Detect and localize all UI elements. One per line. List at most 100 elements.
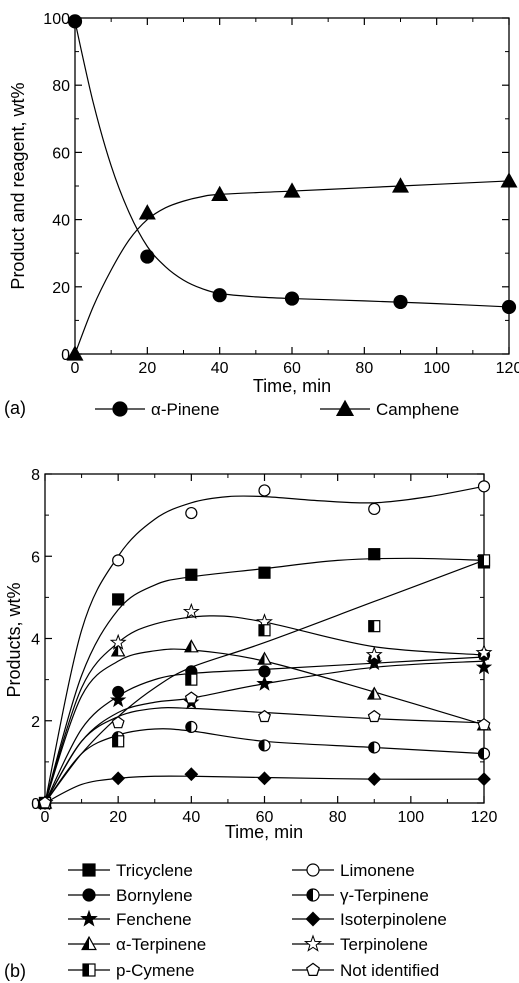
- data-point-pinene: [212, 288, 227, 303]
- data-point-p-cymene: [477, 554, 491, 567]
- data-point-isoterpinolene: [367, 772, 382, 787]
- series-line-camphene: [74, 180, 510, 355]
- x-tick-label: 40: [211, 360, 229, 377]
- legend-label: Isoterpinolene: [340, 910, 447, 929]
- legend-item-tricyclene: Tricyclene: [68, 861, 193, 880]
- markers-a: [66, 14, 518, 361]
- y-tick-label: 100: [43, 11, 70, 28]
- legend-marker: [306, 888, 320, 902]
- markers-b: [36, 480, 493, 811]
- data-point-terpinene: [110, 643, 126, 657]
- data-point-not-identified: [258, 709, 271, 723]
- data-point-terpinene: [258, 739, 271, 752]
- data-point-terpinene: [368, 741, 381, 754]
- x-tick-label: 80: [329, 809, 347, 826]
- x-axis-label-b: Time, min: [225, 822, 303, 842]
- x-axis-label-a: Time, min: [253, 376, 331, 396]
- y-tick-label: 0: [31, 796, 40, 813]
- data-point-not-identified: [184, 691, 198, 704]
- x-tick-label: 60: [283, 360, 301, 377]
- chart-panel-b: 0 20 40 60 80 100 120 0 2 4 6 8 Time, min Products,…: [4, 467, 497, 981]
- y-tick-label: 6: [31, 549, 40, 566]
- data-point-tricyclene: [258, 566, 271, 579]
- legend-marker: [306, 962, 320, 976]
- data-point-camphene: [138, 204, 156, 220]
- legend-item-camphene: Camphene: [320, 399, 459, 419]
- data-point-camphene: [211, 185, 229, 201]
- data-point-isoterpinolene: [111, 771, 126, 786]
- axis-ticks-a: 0 20 40 60 80 100 120 0 20 40 60 80 100: [43, 11, 519, 377]
- legend-marker: [335, 399, 355, 417]
- y-tick-label: 40: [52, 213, 70, 230]
- data-point-limonene: [258, 484, 271, 497]
- data-point-pinene: [140, 249, 155, 264]
- legend-label: Tricyclene: [116, 861, 193, 880]
- legend-item-bornylene: Bornylene: [68, 886, 193, 905]
- data-point-camphene: [500, 172, 518, 188]
- data-point-terpinolene: [475, 643, 493, 661]
- legend-b: Tricyclene Limonene Bornylene γ-Terpinene Fe…: [68, 861, 447, 980]
- x-tick-label: 100: [397, 809, 424, 826]
- data-point-pinene: [284, 291, 300, 306]
- data-point-terpinene: [366, 686, 382, 700]
- data-point-not-identified: [477, 718, 491, 731]
- legend-item-isoterpinolene: Isoterpinolene: [292, 910, 447, 929]
- panel-label-b: (b): [4, 961, 26, 981]
- legend-marker: [112, 401, 128, 417]
- legend-marker: [82, 888, 96, 902]
- data-point-pinene: [67, 14, 83, 29]
- data-point-tricyclene: [368, 548, 381, 561]
- data-point-isoterpinolene: [257, 771, 272, 786]
- y-tick-label: 80: [52, 78, 70, 95]
- data-point-terpinene: [477, 747, 491, 760]
- data-point-camphene: [392, 177, 409, 193]
- legend-item-not-identified: Not identified: [292, 961, 439, 980]
- data-point-fenchene: [256, 675, 273, 691]
- axis-ticks-b: 0 20 40 60 80 100 120 0 2 4 6 8: [31, 467, 497, 826]
- x-tick-label: 100: [423, 360, 450, 377]
- legend-label: Not identified: [340, 961, 439, 980]
- data-point-tricyclene: [185, 568, 198, 581]
- x-tick-label: 20: [109, 809, 127, 826]
- legend-marker: [305, 911, 321, 927]
- legend-marker: [81, 935, 97, 951]
- y-axis-label-a: Product and reagent, wt%: [8, 82, 28, 289]
- y-tick-label: 2: [31, 714, 40, 731]
- data-point-pinene: [501, 299, 517, 315]
- data-point-not-identified: [111, 716, 125, 729]
- legend-item-limonene: Limonene: [292, 861, 415, 880]
- data-point-p-cymene: [258, 624, 271, 637]
- data-point-terpinene: [183, 639, 199, 653]
- data-point-terpinolene: [182, 602, 200, 619]
- legend-label: Camphene: [376, 400, 459, 419]
- data-point-limonene: [477, 480, 491, 493]
- x-tick-label: 120: [496, 360, 519, 377]
- data-point-fenchene: [366, 654, 383, 671]
- data-point-terpinolene: [109, 633, 127, 650]
- legend-item-p-cymene: p-Cymene: [68, 961, 194, 980]
- data-point-camphene: [283, 182, 301, 198]
- data-point-pinene: [393, 294, 408, 310]
- legend-label: γ-Terpinene: [340, 886, 429, 905]
- x-tick-label: 0: [41, 809, 50, 826]
- legend-item-terpinolene: Terpinolene: [292, 934, 428, 954]
- x-tick-label: 80: [355, 360, 373, 377]
- y-tick-label: 20: [52, 280, 70, 297]
- curves-b: [44, 485, 485, 804]
- y-tick-label: 60: [52, 145, 70, 162]
- curves-a: [74, 21, 510, 355]
- legend-marker: [82, 963, 96, 977]
- legend-a: α-Pinene Camphene: [95, 399, 459, 419]
- legend-marker: [82, 863, 96, 877]
- legend-marker: [80, 909, 98, 927]
- legend-item-terpinene: α-Terpinene: [68, 935, 206, 954]
- chart-panel-a: 0 20 40 60 80 100 120 0 20 40 60 80 100 Time, min Pr…: [4, 11, 519, 419]
- legend-item-pinene: α-Pinene: [95, 400, 219, 419]
- data-point-limonene: [185, 506, 198, 520]
- legend-label: Fenchene: [116, 910, 192, 929]
- data-point-limonene: [368, 502, 381, 516]
- legend-item-fenchene: Fenchene: [68, 909, 192, 929]
- x-tick-label: 0: [71, 360, 80, 377]
- data-point-p-cymene: [112, 735, 125, 748]
